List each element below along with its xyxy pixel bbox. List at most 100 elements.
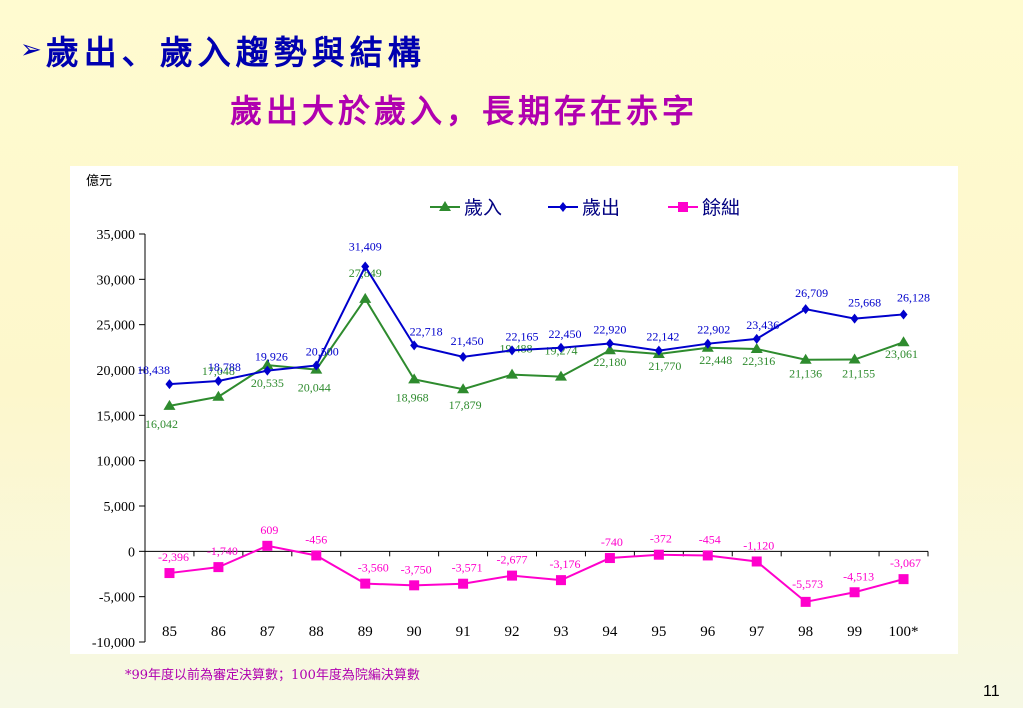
y-tick-label: -10,000	[92, 636, 135, 651]
series-1-diamond-marker	[850, 313, 859, 324]
x-tick-label: 85	[162, 624, 177, 640]
legend-square-marker	[678, 202, 688, 212]
x-tick-label: 98	[798, 624, 813, 640]
footnote: *99年度以前為審定決算數；100年度為院編決算數	[125, 668, 420, 683]
series-2-square-marker	[555, 575, 566, 586]
x-tick-label: 87	[260, 624, 276, 640]
series-2-data-label: -3,750	[401, 562, 432, 576]
series-0-triangle-marker	[163, 399, 176, 410]
series-0-data-label: 22,448	[699, 353, 732, 367]
series-1-data-label: 21,450	[451, 334, 484, 348]
series-0-data-label: 21,136	[789, 367, 822, 381]
series-2-square-marker	[507, 570, 518, 581]
series-2-square-marker	[849, 587, 860, 598]
x-tick-label: 91	[456, 624, 471, 640]
page-number: 11	[983, 683, 1000, 700]
y-tick-label: 35,000	[97, 228, 136, 243]
x-tick-label: 95	[651, 624, 666, 640]
arrow-right-icon: ➢	[20, 35, 42, 65]
series-1-diamond-marker	[508, 345, 517, 356]
series-2-data-label: -2,677	[497, 553, 528, 567]
series-2-square-marker	[311, 550, 322, 561]
series-0-triangle-marker	[506, 368, 519, 379]
series-0-triangle-marker	[261, 359, 274, 370]
series-1-diamond-marker	[214, 375, 223, 386]
series-2-square-marker	[898, 574, 909, 585]
series-1-data-label: 22,142	[646, 330, 679, 344]
series-0-triangle-marker	[408, 373, 421, 384]
x-tick-label: 94	[602, 624, 618, 640]
series-1-data-label: 22,718	[410, 324, 443, 338]
series-0-data-label: 17,879	[449, 398, 482, 412]
series-1-data-label: 19,926	[255, 350, 288, 364]
slide-title: 歲出、歲入趨勢與結構	[45, 33, 426, 72]
series-0-triangle-marker	[212, 390, 225, 401]
series-2-square-marker	[409, 580, 420, 591]
series-1-diamond-marker	[801, 304, 810, 315]
series-0-triangle-marker	[359, 292, 372, 303]
series-1-data-label: 22,165	[506, 329, 539, 343]
chart-panel: 億元 35,000 30,000 25,000 20,000 15,000 10,000 5,…	[70, 166, 958, 654]
series-2-data-label: -3,176	[549, 557, 580, 571]
series-2-data-label: -1,740	[207, 544, 238, 558]
series-1-data-label: 26,709	[795, 286, 828, 300]
x-tick-label: 86	[211, 624, 227, 640]
series-1-diamond-marker	[312, 360, 321, 371]
series-2-square-marker	[653, 549, 664, 560]
y-axis-unit-label: 億元	[86, 173, 112, 189]
series-1-data-label: 23,436	[746, 318, 779, 332]
series-0-data-label: 23,061	[885, 347, 918, 361]
x-tick-label: 93	[553, 624, 568, 640]
x-tick-label: 92	[505, 624, 520, 640]
x-tick-label: 97	[749, 624, 765, 640]
series-0-triangle-marker	[750, 343, 763, 354]
x-tick-label: 89	[358, 624, 373, 640]
series-1-data-label: 18,438	[137, 363, 170, 377]
series-0-triangle-marker	[848, 353, 861, 364]
slide-title-row: ➢ 歲出、歲入趨勢與結構	[20, 26, 426, 74]
series-0-data-label: 22,180	[593, 355, 626, 369]
series-2-data-label: -1,120	[743, 538, 774, 552]
series-2-data-label: -3,067	[890, 556, 921, 570]
x-tick-label: 100*	[889, 624, 919, 640]
series-0-triangle-marker	[799, 353, 812, 364]
x-tick-label: 96	[700, 624, 716, 640]
series-1-diamond-marker	[605, 338, 614, 349]
series-2-square-marker	[702, 550, 713, 561]
series-2-square-marker	[213, 562, 224, 573]
series-1-diamond-marker	[361, 261, 370, 272]
series-1-diamond-marker	[410, 340, 419, 351]
series-1-data-label: 31,409	[349, 240, 382, 254]
series-1-diamond-marker	[752, 333, 761, 344]
series-2-data-label: -454	[699, 532, 721, 546]
series-1-line	[169, 264, 904, 386]
series-2-square-marker	[164, 568, 175, 579]
x-tick-label: 99	[847, 624, 862, 640]
series-0-data-label: 18,968	[396, 390, 429, 404]
series-2-line	[169, 544, 904, 603]
series-2-data-label: -3,560	[358, 561, 389, 575]
y-tick-label: 10,000	[97, 455, 136, 470]
series-2-square-marker	[800, 596, 811, 607]
legend-label: 餘絀	[702, 197, 740, 219]
series-2-data-label: -2,396	[158, 550, 189, 564]
series-0-data-label: 16,042	[145, 417, 178, 431]
series-1-data-label: 22,920	[593, 323, 626, 337]
x-tick-label: 90	[407, 624, 422, 640]
series-2-square-marker	[458, 578, 469, 589]
series-2-data-label: -372	[650, 532, 672, 546]
series-1-diamond-marker	[703, 338, 712, 349]
series-0-triangle-marker	[554, 370, 567, 381]
series-1-data-label: 26,128	[897, 290, 930, 304]
series-0-data-label: 20,535	[251, 376, 284, 390]
series-2-data-label: -5,573	[792, 577, 823, 591]
series-1-data-label: 20,500	[306, 344, 339, 358]
y-tick-label: -5,000	[99, 591, 135, 606]
legend-label: 歲入	[464, 197, 502, 219]
series-0-data-label: 21,770	[648, 359, 681, 373]
legend-diamond-marker	[559, 202, 567, 212]
line-chart: 億元 35,000 30,000 25,000 20,000 15,000 10,000 5,…	[86, 173, 930, 651]
series-2-square-marker	[360, 578, 371, 589]
series-1-diamond-marker	[165, 379, 174, 390]
series-0-triangle-marker	[603, 344, 616, 355]
